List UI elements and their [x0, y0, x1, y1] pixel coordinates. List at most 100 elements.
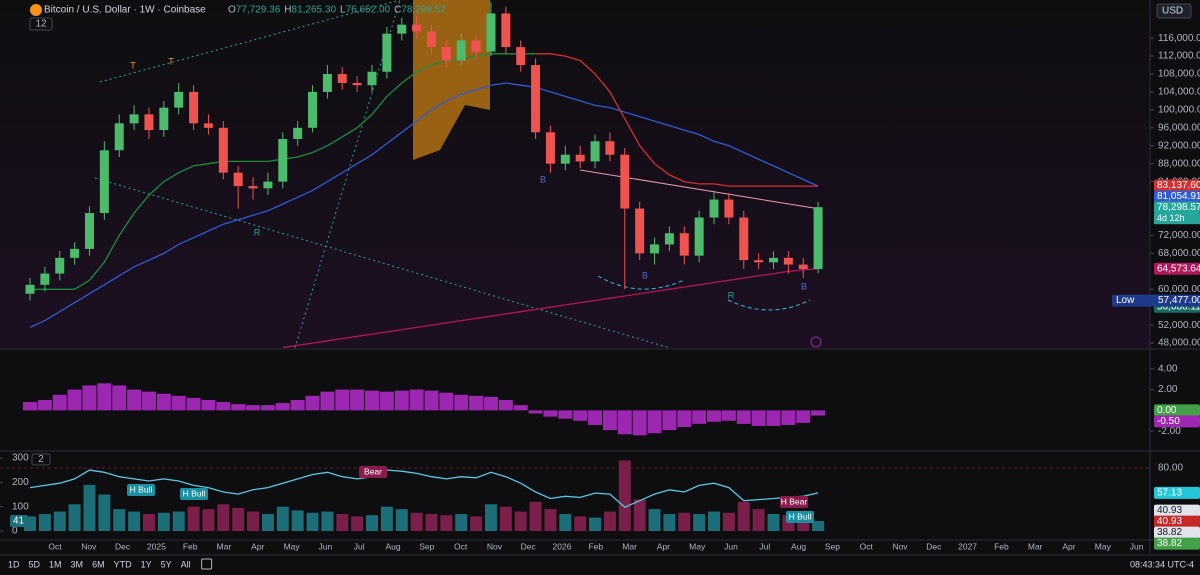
- candle-body: [426, 31, 436, 48]
- price-badge-label: 78,298.57: [1157, 202, 1200, 213]
- time-label: Oct: [454, 541, 468, 551]
- signal-label: H Bull: [130, 484, 153, 494]
- candle-body: [99, 150, 109, 214]
- y-tick-label: 116,000.00: [1158, 33, 1200, 44]
- signal-label: Bear: [364, 466, 382, 476]
- volume-bar: [737, 501, 750, 532]
- histogram-bar: [439, 392, 454, 411]
- volume-bar: [276, 506, 289, 532]
- volume-bar: [514, 511, 527, 532]
- range-button[interactable]: All: [181, 559, 191, 569]
- candle-body: [620, 154, 630, 209]
- candle-body: [754, 260, 764, 263]
- volume-bar: [722, 512, 735, 532]
- signal-label: H Bull: [183, 488, 206, 498]
- y-tick-label: 2.00: [1158, 384, 1178, 395]
- time-label: Feb: [994, 541, 1009, 551]
- volume-bar: [247, 511, 260, 532]
- price-badge: [1154, 537, 1200, 550]
- pane-bg: [0, 0, 1150, 348]
- candle-body: [367, 71, 377, 86]
- price-badge-label: 40.93: [1157, 516, 1182, 527]
- signal-box: [180, 488, 208, 500]
- time-label: Aug: [385, 541, 400, 551]
- histogram-bar: [662, 410, 677, 431]
- time-label: Jun: [724, 541, 738, 551]
- price-badge-label: 40.93: [1157, 505, 1182, 516]
- range-button[interactable]: YTD: [114, 559, 133, 569]
- y-tick-label: 200: [12, 477, 29, 488]
- price-badge-label: 56,086.11: [1157, 301, 1200, 312]
- candle-body: [308, 91, 318, 128]
- price-badge-label: -0.50: [1157, 416, 1180, 427]
- histogram-bar: [677, 410, 692, 428]
- range-button[interactable]: 1Y: [141, 559, 152, 569]
- countdown-box: [1154, 213, 1200, 225]
- signal-label: T: [130, 60, 136, 70]
- volume-bar: [752, 509, 765, 532]
- candle-body: [159, 107, 169, 131]
- histogram-bar: [305, 395, 320, 411]
- countdown: 4d 12h: [1157, 213, 1185, 223]
- range-button[interactable]: 1M: [49, 559, 62, 569]
- time-label: Feb: [588, 541, 603, 551]
- candle-body: [55, 257, 65, 274]
- range-button[interactable]: 1D: [8, 559, 20, 569]
- time-label: Jul: [354, 541, 365, 551]
- date-range-icon[interactable]: [201, 558, 213, 570]
- y-tick-label: 48,000.00: [1158, 338, 1200, 349]
- histogram-bar: [112, 385, 127, 411]
- price-badge: [1154, 504, 1200, 517]
- histogram-bar: [231, 404, 246, 411]
- candle-body: [114, 123, 124, 151]
- candle-body: [605, 141, 615, 155]
- range-button[interactable]: 5Y: [161, 559, 172, 569]
- signal-label: T: [168, 56, 174, 66]
- histogram-bar: [320, 391, 335, 411]
- volume-bar: [306, 512, 319, 532]
- volume-bar: [366, 515, 379, 532]
- pane-count[interactable]: 2: [38, 454, 44, 465]
- range-button[interactable]: 6M: [92, 559, 105, 569]
- volume-bar: [470, 516, 483, 532]
- y-tick-label: 96,000.00: [1158, 122, 1200, 133]
- volume-bar: [603, 511, 616, 532]
- range-button[interactable]: 5D: [29, 559, 41, 569]
- time-label: Aug: [791, 541, 806, 551]
- price-badge: [1154, 190, 1200, 203]
- histogram-bar: [558, 410, 573, 419]
- price-badge-label: 38.82: [1157, 538, 1182, 549]
- histogram-bar: [201, 399, 216, 411]
- currency[interactable]: USD: [1162, 6, 1183, 17]
- candle-body: [263, 181, 273, 189]
- volume-bar: [440, 515, 453, 532]
- badge: [29, 17, 53, 31]
- time-label: Oct: [860, 541, 874, 551]
- trend-line: [99, 0, 401, 83]
- time-label: 2027: [958, 541, 977, 551]
- candle-body: [739, 217, 749, 261]
- volume-bar: [113, 509, 126, 532]
- volume-bar: [321, 511, 334, 532]
- histogram-bar: [260, 405, 275, 411]
- range-button[interactable]: 3M: [71, 559, 84, 569]
- volume-pane: [24, 460, 825, 532]
- time-label: Nov: [81, 541, 97, 551]
- histogram-bar: [736, 410, 751, 424]
- candle-body: [412, 24, 422, 32]
- volume-bar: [142, 513, 155, 532]
- volume-bar: [708, 511, 721, 532]
- y-tick-label: 104,000.00: [1158, 87, 1200, 98]
- histogram-bar: [350, 389, 365, 411]
- histogram-bar: [335, 389, 350, 411]
- volume-bar: [663, 513, 676, 532]
- candle-body: [694, 217, 704, 256]
- indicator-count[interactable]: 12: [35, 19, 47, 30]
- candle-body: [531, 65, 541, 133]
- histogram-bar: [811, 410, 826, 416]
- price-badge-label: 81,054.91: [1157, 191, 1200, 202]
- time-label: Nov: [487, 541, 503, 551]
- alert-icon: [810, 336, 822, 348]
- volume-bar: [648, 509, 661, 532]
